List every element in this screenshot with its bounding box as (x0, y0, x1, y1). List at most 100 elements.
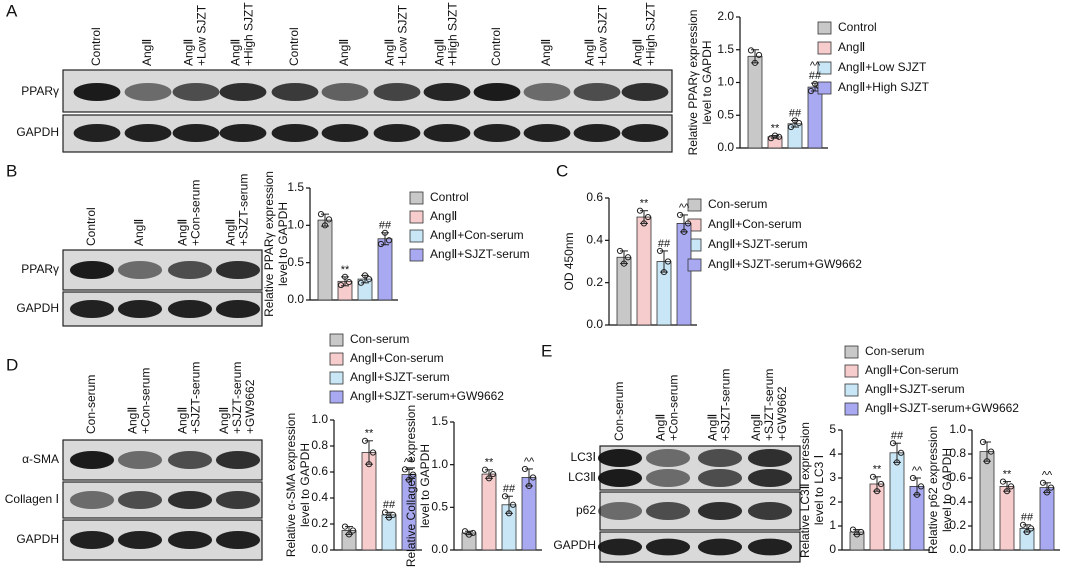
y-tick-label: 1.5 (287, 180, 304, 194)
blot-band (117, 531, 163, 549)
data-point (644, 213, 652, 221)
y-tick-label: 4 (829, 446, 836, 460)
blot-band (747, 449, 793, 467)
significance-mark: ** (640, 198, 649, 210)
y-tick-label: 0.8 (311, 438, 328, 452)
data-point (857, 528, 865, 536)
significance-mark: ## (383, 499, 396, 511)
blot-band (573, 83, 621, 101)
data-point (640, 220, 648, 227)
lane-label: AngⅡ (132, 219, 146, 246)
data-point (1043, 489, 1051, 496)
y-tick-label: 0.2 (311, 516, 328, 530)
lane-label: Control (89, 27, 103, 66)
blot-band (697, 502, 743, 520)
y-tick-label: 0.0 (717, 140, 734, 154)
lane-label: AngⅡ (140, 39, 154, 66)
blot-band (215, 491, 261, 509)
data-point (341, 273, 349, 280)
bar (636, 216, 652, 326)
blot-band (117, 300, 163, 318)
y-tick-label: 0.8 (949, 446, 966, 460)
blot-band (523, 124, 571, 142)
legend-swatch (329, 390, 344, 404)
blot-band (523, 83, 571, 101)
data-point (624, 254, 632, 261)
blot-band (645, 469, 691, 487)
data-point (755, 51, 763, 59)
lane-label: AngⅡ (176, 407, 190, 434)
legend-label: AngⅡ+SJZT-serum+GW9662 (865, 401, 1019, 415)
bar (481, 473, 497, 551)
data-point (664, 258, 672, 265)
data-point (917, 483, 925, 490)
legend-label: Con-serum (350, 332, 409, 346)
data-point (481, 466, 489, 473)
significance-mark: ^^ (810, 60, 821, 72)
legend-label: AngⅡ+Con-serum (708, 217, 802, 231)
data-point (321, 222, 329, 229)
y-tick-label: 1.5 (717, 42, 734, 56)
data-point (317, 211, 325, 218)
legend-swatch (329, 371, 344, 385)
y-axis-label: Relative LC3Ⅱ expression (798, 422, 812, 558)
data-point (987, 448, 995, 455)
legend-swatch (409, 191, 424, 205)
data-point (529, 474, 537, 481)
y-tick-label: 0 (829, 542, 836, 556)
blot-band (597, 469, 643, 487)
panel-label: E (541, 341, 552, 360)
data-point (345, 531, 353, 538)
legend-label: AngⅡ+High SJZT (838, 80, 930, 94)
lane-label: +Low SJZT (396, 4, 410, 66)
legend-swatch (817, 21, 832, 35)
y-tick-label: 0.5 (287, 255, 304, 269)
data-point (341, 523, 349, 530)
legend-swatch (409, 248, 424, 262)
data-point (620, 260, 628, 267)
significance-mark: ** (771, 122, 780, 134)
y-tick-label: 1.0 (431, 457, 448, 471)
blot-band (645, 502, 691, 520)
data-point (401, 466, 409, 473)
data-point (349, 527, 357, 534)
row-label: Collagen Ⅰ (5, 492, 59, 506)
legend-label: AngⅡ (838, 40, 865, 54)
legend-label: AngⅡ+Con-serum (350, 351, 444, 365)
blot-band (697, 449, 743, 467)
lane-label: Control (84, 207, 98, 246)
y-axis-label: level to GAPDH (418, 444, 432, 528)
data-point (381, 229, 389, 236)
blot-band (271, 124, 319, 142)
legend-label: AngⅡ+Low SJZT (838, 60, 927, 74)
blot-band (373, 124, 421, 142)
y-axis-label: level to GAPDH (940, 448, 954, 532)
lane-label: AngⅡ (539, 39, 553, 66)
y-tick-label: 3 (829, 470, 836, 484)
blot-band (271, 83, 319, 101)
y-tick-label: 0.2 (949, 518, 966, 532)
data-point (1007, 483, 1015, 490)
y-axis-label: Relative p62 expression (926, 426, 940, 554)
data-point (465, 531, 473, 538)
bar (999, 485, 1015, 551)
blot-band (167, 261, 213, 279)
data-point (849, 526, 857, 533)
y-tick-label: 1.0 (949, 422, 966, 436)
blot-band (215, 451, 261, 469)
lane-label: +SJZT-serum (189, 362, 203, 434)
data-point (461, 528, 469, 535)
lane-label: AngⅡ (433, 39, 447, 66)
bar (979, 451, 995, 551)
lane-label: +SJZT-serum (230, 362, 244, 434)
y-tick-label: 1 (829, 518, 836, 532)
blot-band (423, 124, 471, 142)
data-point (983, 458, 991, 465)
blot-band (321, 124, 369, 142)
lane-label: AngⅡ (229, 39, 243, 66)
data-point (869, 473, 877, 480)
blot-band (697, 469, 743, 487)
data-point (877, 480, 885, 488)
legend-swatch (817, 81, 832, 95)
y-tick-label: 0.0 (287, 292, 304, 306)
